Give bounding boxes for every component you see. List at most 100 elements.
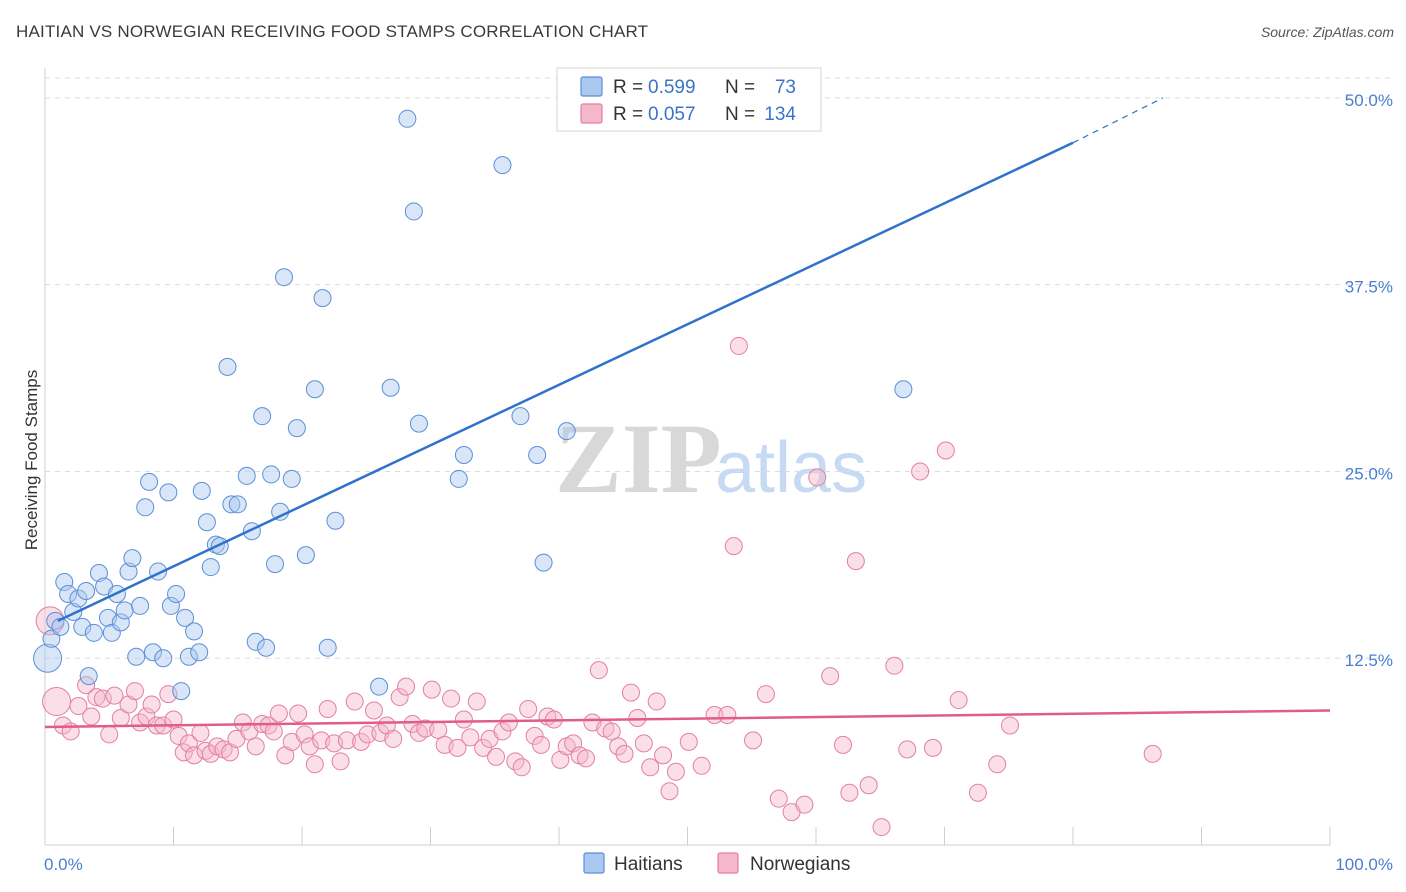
- haitian-point: [381, 378, 400, 397]
- norwegian-point: [390, 688, 409, 707]
- haitian-point: [282, 469, 301, 488]
- norwegian-point: [100, 725, 119, 744]
- norwegian-point: [923, 738, 942, 757]
- haitian-point: [167, 584, 186, 603]
- norwegian-point: [196, 741, 215, 760]
- haitians-trend-line: [57, 141, 1074, 622]
- haitian-point: [46, 611, 65, 630]
- haitian-point: [111, 613, 130, 632]
- norwegian-point: [42, 687, 72, 717]
- haitian-point: [89, 564, 108, 583]
- legend-n-value-norwegians: 134: [764, 104, 796, 125]
- norwegian-point: [628, 708, 647, 727]
- haitian-point: [326, 511, 345, 530]
- norwegian-point: [487, 747, 506, 766]
- chart-source: Source: ZipAtlas.com: [1260, 24, 1394, 40]
- norwegian-point: [621, 683, 640, 702]
- haitian-point: [185, 622, 204, 641]
- norwegian-point: [718, 706, 737, 725]
- norwegian-point: [358, 725, 377, 744]
- haitian-point: [398, 109, 417, 128]
- norwegian-point: [821, 667, 840, 686]
- haitian-point: [136, 498, 155, 517]
- norwegian-point: [164, 710, 183, 729]
- legend-r-label-haitians: R =: [613, 77, 643, 98]
- norwegian-point: [833, 735, 852, 754]
- norwegian-point: [679, 732, 698, 751]
- legend-r-value-haitians: 0.599: [648, 77, 696, 98]
- axes: [44, 68, 1331, 846]
- legend-r-value-norwegians: 0.057: [648, 104, 696, 125]
- norwegian-point: [724, 537, 743, 556]
- haitian-point: [123, 549, 142, 568]
- legend-swatch-norwegians: [580, 103, 603, 124]
- norwegian-point: [911, 462, 930, 481]
- y-tick-label: 37.5%: [1345, 278, 1393, 297]
- watermark-atlas: atlas: [715, 428, 867, 508]
- trend-lines: [44, 97, 1331, 729]
- haitian-point: [313, 289, 332, 308]
- norwegian-point: [615, 744, 634, 763]
- norwegian-point: [105, 686, 124, 705]
- norwegian-point: [259, 716, 278, 735]
- haitian-point: [143, 643, 162, 662]
- haitian-point: [493, 156, 512, 175]
- haitian-point: [454, 446, 473, 465]
- norwegian-point: [364, 701, 383, 720]
- haitian-point: [42, 629, 61, 648]
- norwegian-point: [840, 783, 859, 802]
- haitian-point: [140, 472, 159, 491]
- norwegian-point: [589, 661, 608, 680]
- norwegian-point: [295, 725, 314, 744]
- bottom-legend-norwegians: Norwegians: [750, 854, 850, 875]
- norwegian-point: [318, 700, 337, 719]
- norwegian-point: [429, 720, 448, 739]
- haitian-point: [409, 414, 428, 433]
- haitian-point: [161, 596, 180, 615]
- norwegian-point: [337, 731, 356, 750]
- haitian-point: [190, 643, 209, 662]
- norwegian-point: [269, 704, 288, 723]
- haitian-point: [404, 202, 423, 221]
- haitian-point: [257, 638, 276, 657]
- norwegian-point: [305, 755, 324, 774]
- haitian-point: [73, 617, 92, 636]
- norwegian-point: [641, 758, 660, 777]
- norwegian-point: [384, 729, 403, 748]
- correlation-legend: R = 0.599 N = 73 R = 0.057 N = 134: [556, 67, 822, 132]
- y-axis-label: Receiving Food Stamps: [22, 370, 41, 550]
- haitian-point: [511, 407, 530, 426]
- haitian-point: [55, 573, 74, 592]
- norwegian-point: [885, 656, 904, 675]
- y-tick-label: 50.0%: [1345, 91, 1393, 110]
- x-tick-label-max: 100.0%: [1335, 855, 1393, 874]
- norwegian-point: [634, 734, 653, 753]
- norwegian-point: [744, 731, 763, 750]
- norwegian-point: [93, 689, 112, 708]
- norwegian-point: [191, 723, 210, 742]
- haitian-point: [201, 558, 220, 577]
- norwegian-point: [859, 776, 878, 795]
- y-tick-labels: 12.5% 25.0% 37.5% 50.0%: [1345, 91, 1393, 670]
- haitian-point: [176, 608, 195, 627]
- haitian-point: [79, 667, 98, 686]
- haitian-point: [197, 513, 216, 532]
- norwegian-point: [512, 758, 531, 777]
- norwegian-point: [660, 782, 679, 801]
- norwegian-point: [647, 692, 666, 711]
- norwegian-point: [142, 695, 161, 714]
- haitian-point: [192, 481, 211, 500]
- haitian-point: [102, 623, 121, 642]
- haitian-point: [154, 649, 173, 668]
- haitian-point: [237, 466, 256, 485]
- norwegian-point: [345, 692, 364, 711]
- norwegian-point: [499, 713, 518, 732]
- norwegian-point: [87, 688, 106, 707]
- legend-n-value-haitians: 73: [775, 77, 796, 98]
- norwegian-point: [461, 728, 480, 747]
- norwegian-point: [474, 738, 493, 757]
- haitian-point: [894, 380, 913, 399]
- haitian-point: [305, 380, 324, 399]
- norwegian-point: [795, 795, 814, 814]
